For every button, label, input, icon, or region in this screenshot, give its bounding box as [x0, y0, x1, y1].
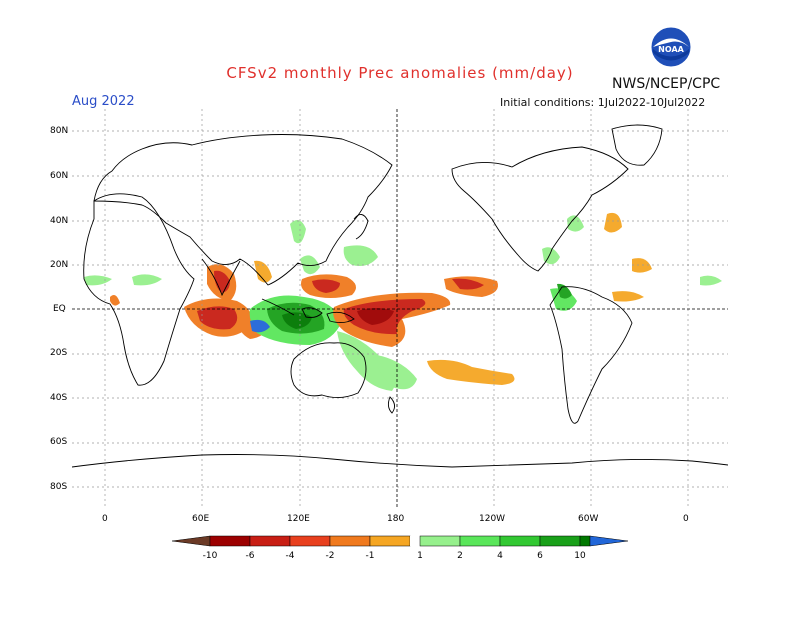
- legend-label: 6: [537, 551, 543, 561]
- logo-text: NOAA: [658, 45, 684, 54]
- lon-label: 0: [102, 514, 108, 524]
- lat-label: 60S: [50, 437, 68, 447]
- lat-label: 40N: [50, 216, 69, 226]
- precip-anomaly-map: [72, 109, 728, 509]
- legend-swatch-wet-extreme: [589, 535, 629, 547]
- lon-label: 120W: [479, 514, 506, 524]
- color-legend: -10 -6 -4 -2 -1 1 2 4 6 10: [172, 535, 629, 561]
- legend-swatch: [289, 535, 331, 547]
- legend-swatch: [499, 535, 541, 547]
- lat-label: 80S: [50, 482, 68, 492]
- lat-label: 20N: [50, 260, 69, 270]
- legend-swatch: [249, 535, 291, 547]
- legend-swatch-neutral: [410, 536, 420, 546]
- lat-label: 80N: [50, 126, 69, 136]
- lat-label: EQ: [53, 304, 66, 314]
- lon-label: 180: [387, 514, 405, 524]
- legend-label: -4: [286, 551, 295, 561]
- forecast-period: Aug 2022: [72, 94, 135, 109]
- map-title: CFSv2 monthly Prec anomalies (mm/day): [226, 64, 574, 82]
- agency-label: NWS/NCEP/CPC: [612, 76, 721, 92]
- noaa-logo-icon: NOAA: [650, 26, 692, 68]
- legend-swatch: [209, 535, 251, 547]
- anomaly-shading: [84, 212, 722, 391]
- lon-label: 0: [683, 514, 689, 524]
- initial-conditions: Initial conditions: 1Jul2022-10Jul2022: [500, 96, 706, 109]
- legend-label: 10: [574, 551, 586, 561]
- legend-label: -10: [203, 551, 218, 561]
- legend-swatch: [369, 535, 411, 547]
- legend-swatch: [419, 535, 461, 547]
- lon-label: 120E: [287, 514, 310, 524]
- lat-label: 40S: [50, 393, 68, 403]
- legend-label: 4: [497, 551, 503, 561]
- legend-label: 2: [457, 551, 463, 561]
- legend-swatch: [579, 535, 591, 547]
- legend-label: 1: [417, 551, 423, 561]
- lon-label: 60E: [192, 514, 210, 524]
- legend-swatch: [539, 535, 581, 547]
- equator-dateline: [72, 109, 728, 509]
- legend-label: -6: [246, 551, 255, 561]
- legend-label: -1: [366, 551, 375, 561]
- legend-swatch: [459, 535, 501, 547]
- legend-swatch-dry-extreme: [172, 535, 211, 547]
- lat-label: 60N: [50, 171, 69, 181]
- coastlines: [72, 124, 728, 468]
- lat-label: 20S: [50, 348, 68, 358]
- legend-label: -2: [326, 551, 335, 561]
- lon-label: 60W: [578, 514, 599, 524]
- legend-swatch: [329, 535, 371, 547]
